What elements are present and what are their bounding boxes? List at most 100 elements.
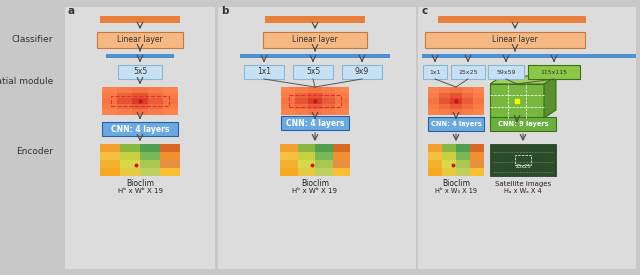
Bar <box>120 144 140 152</box>
Bar <box>298 152 315 160</box>
Bar <box>111 96 169 106</box>
Bar <box>160 160 180 168</box>
Bar <box>160 144 180 152</box>
Text: Linear layer: Linear layer <box>492 35 538 45</box>
Bar <box>308 104 322 109</box>
Bar <box>132 109 148 115</box>
Bar <box>120 152 140 160</box>
Bar <box>335 98 349 104</box>
Text: 1x1: 1x1 <box>257 67 271 76</box>
Bar <box>418 7 636 269</box>
Bar <box>117 98 132 104</box>
Text: Satellite images: Satellite images <box>495 181 551 187</box>
Bar <box>333 152 350 160</box>
Bar <box>294 109 308 115</box>
Bar <box>148 87 163 93</box>
Bar <box>100 144 120 152</box>
Bar <box>515 155 531 165</box>
Bar <box>461 109 473 115</box>
Bar <box>163 98 178 104</box>
Bar <box>456 144 470 152</box>
Bar <box>490 117 556 131</box>
Bar <box>333 144 350 152</box>
Bar <box>132 98 148 104</box>
Bar <box>280 160 298 168</box>
Text: 9x9: 9x9 <box>355 67 369 76</box>
Bar <box>335 104 349 109</box>
Bar <box>97 32 183 48</box>
Bar <box>132 87 148 93</box>
Text: 115x115: 115x115 <box>541 70 568 75</box>
Bar <box>298 168 315 176</box>
Text: b: b <box>221 6 228 16</box>
Text: 25x25: 25x25 <box>458 70 477 75</box>
Bar <box>100 152 120 160</box>
Bar <box>423 65 447 79</box>
Bar <box>438 16 586 23</box>
Bar <box>265 16 365 23</box>
Bar <box>244 65 284 79</box>
Bar <box>163 104 178 109</box>
Bar <box>439 98 451 104</box>
Bar <box>473 93 484 98</box>
Bar <box>240 54 390 58</box>
Bar <box>461 87 473 93</box>
Bar <box>425 32 585 48</box>
Bar <box>100 168 120 176</box>
Bar <box>100 16 180 23</box>
Bar <box>456 160 470 168</box>
Bar <box>451 65 485 79</box>
Text: Encoder: Encoder <box>16 147 53 155</box>
Text: c: c <box>421 6 428 16</box>
Bar <box>428 168 442 176</box>
Bar <box>281 104 294 109</box>
Bar <box>263 32 367 48</box>
Bar <box>163 87 178 93</box>
Bar <box>342 65 382 79</box>
Text: Hₐ x Wₐ X 4: Hₐ x Wₐ X 4 <box>504 188 542 194</box>
Bar <box>428 144 442 152</box>
Bar <box>102 87 117 93</box>
Bar <box>280 152 298 160</box>
Bar <box>281 87 349 115</box>
Bar <box>451 93 461 98</box>
Bar <box>473 98 484 104</box>
Bar <box>117 104 132 109</box>
Bar <box>335 93 349 98</box>
Bar <box>140 144 160 152</box>
Text: Spatial module: Spatial module <box>0 78 53 87</box>
Bar <box>451 104 461 109</box>
Text: Hᵇ x Wᵇ X 19: Hᵇ x Wᵇ X 19 <box>118 188 163 194</box>
Bar <box>308 109 322 115</box>
Bar <box>294 87 308 93</box>
Bar <box>456 152 470 160</box>
Polygon shape <box>544 76 556 118</box>
Polygon shape <box>490 76 556 84</box>
Text: a: a <box>68 6 75 16</box>
Bar <box>281 93 294 98</box>
Bar <box>102 87 178 115</box>
Bar <box>148 98 163 104</box>
Bar <box>461 104 473 109</box>
Bar <box>118 65 162 79</box>
Bar <box>65 7 215 269</box>
Text: CNN: 4 layers: CNN: 4 layers <box>431 121 481 127</box>
Bar <box>106 54 174 58</box>
Bar <box>120 160 140 168</box>
Bar <box>163 93 178 98</box>
Bar <box>488 65 524 79</box>
Bar <box>117 109 132 115</box>
Bar <box>439 104 451 109</box>
Bar <box>322 104 335 109</box>
Bar <box>470 152 484 160</box>
Bar <box>160 168 180 176</box>
Text: Bioclim: Bioclim <box>301 180 329 188</box>
Text: Linear layer: Linear layer <box>292 35 338 45</box>
Bar <box>218 7 416 269</box>
Bar <box>102 122 178 136</box>
Bar <box>322 93 335 98</box>
Text: Hᵇ x Wᵇ X 19: Hᵇ x Wᵇ X 19 <box>292 188 337 194</box>
Bar <box>294 104 308 109</box>
Bar <box>293 65 333 79</box>
Bar <box>308 98 322 104</box>
